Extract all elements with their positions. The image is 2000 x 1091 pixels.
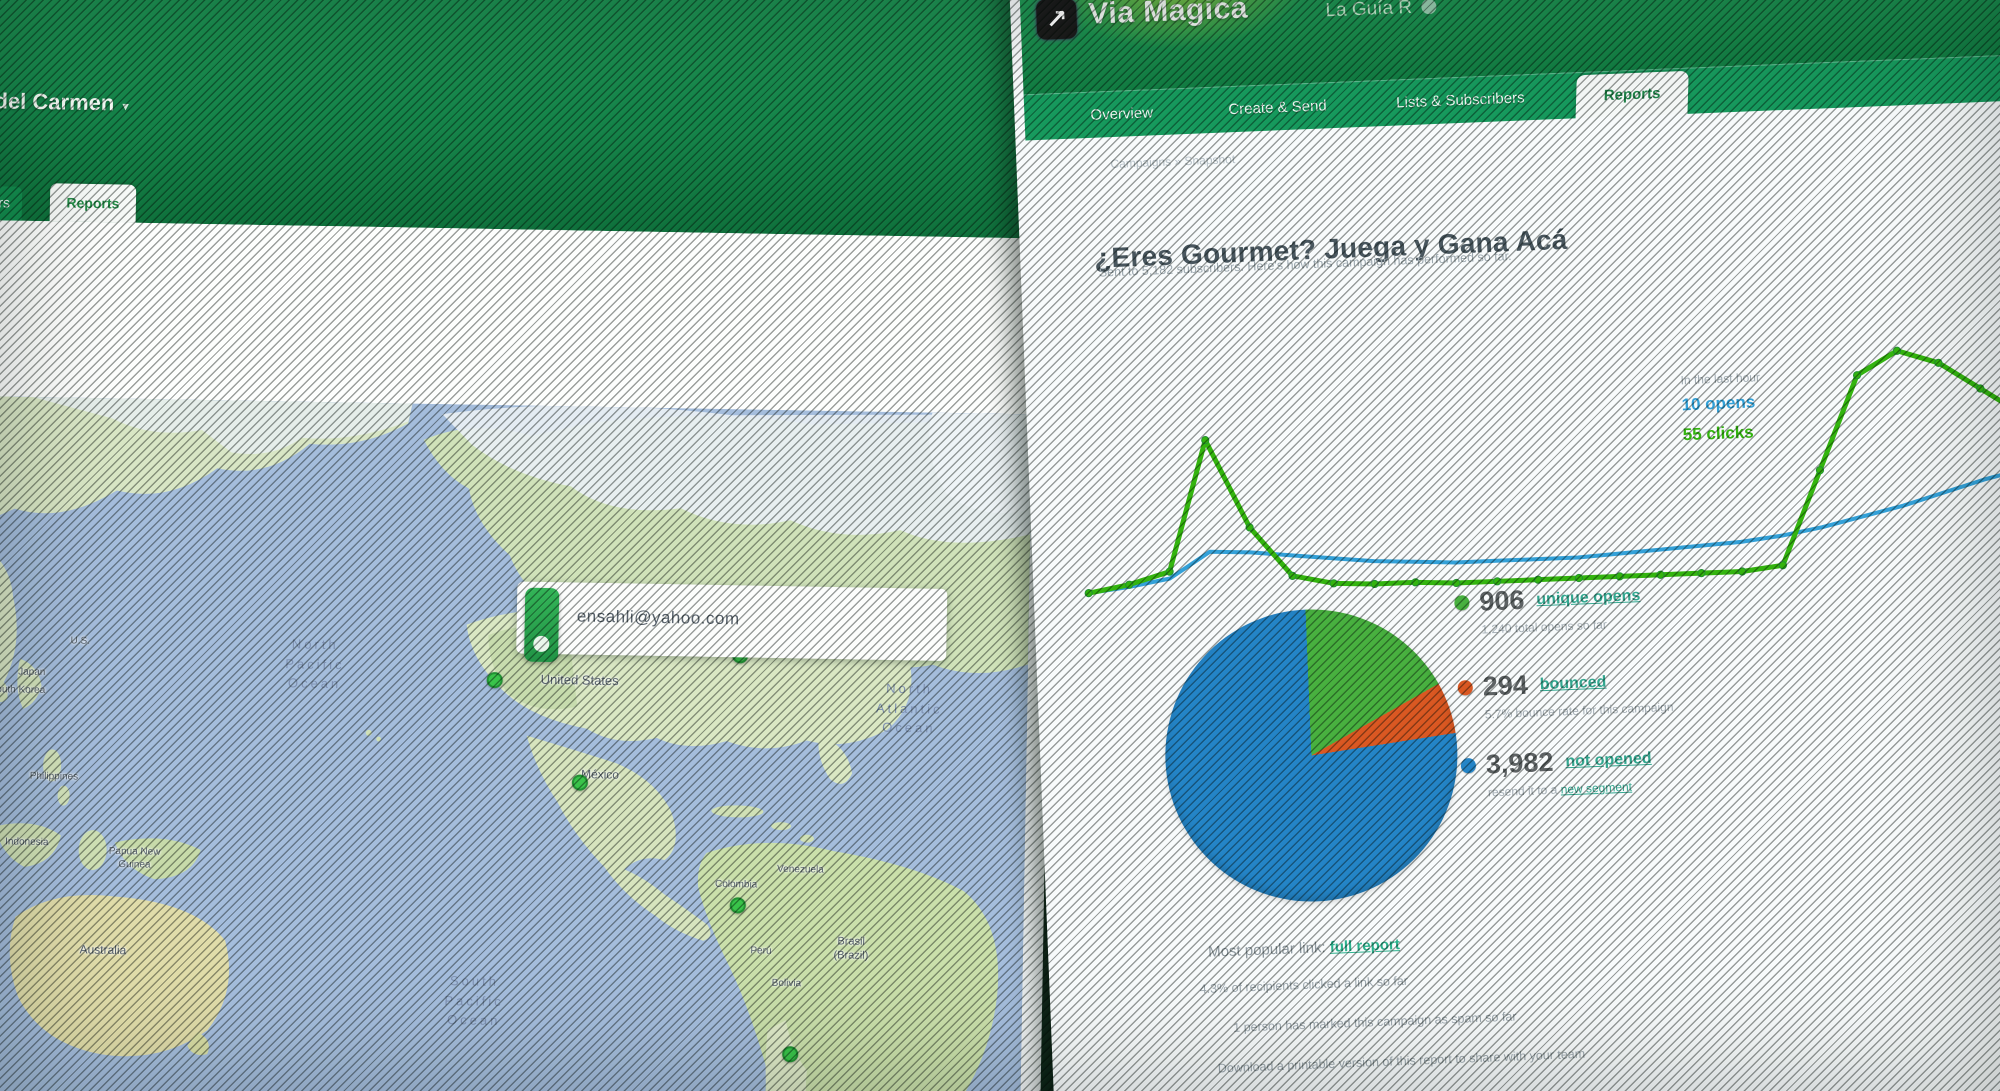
clicks-point[interactable] [1738,567,1747,576]
chevron-down-icon[interactable]: ▾ [122,98,129,114]
clicks-point[interactable] [1892,346,1902,355]
tab-overview[interactable]: Overview [1090,104,1154,124]
tab-reports-active[interactable]: Reports [1575,70,1689,120]
ocean-label: South Pacific Ocean [444,973,504,1028]
most-popular-label: Most popular link: [1207,939,1326,961]
clicks-point[interactable] [1084,589,1093,598]
clicks-point[interactable] [1411,578,1420,587]
place-label: Perú [750,945,772,957]
account-switcher[interactable]: La Guía R [1325,0,1437,22]
map-terrain [0,395,1033,1091]
clicks-point[interactable] [1125,580,1134,589]
footnote: 4.3% of recipients clicked a link so far [1199,973,1409,997]
place-label: Bolivia [771,977,802,990]
stat-bounced: 294 bounced 5.7% bounce rate for this camp… [1457,664,1674,723]
place-label: Colombia [714,878,758,891]
line-chart-canvas [1084,346,2000,598]
clicks-point[interactable] [1815,466,1825,475]
most-popular-link-row: Most popular link: full report [1208,936,1400,961]
clicks-point[interactable] [1452,578,1461,588]
place-label: United States [540,671,619,689]
tab-lists-subscribers[interactable]: Lists & Subscribers [1395,89,1525,112]
stat-unique-opens: 906 unique opens 1,240 total opens so far [1454,580,1642,637]
opens-world-map[interactable]: North Pacific Ocean North Atlantic Ocean S… [0,395,1033,1091]
stat-link[interactable]: unique opens [1536,586,1641,608]
place-label: Indonesia [5,836,49,849]
clicks-point[interactable] [1852,371,1862,380]
stat-not-opened: 3,982 not opened resend it to a new segmen… [1460,743,1653,801]
clicks-point[interactable] [1533,575,1543,584]
clicks-point[interactable] [1165,567,1174,576]
stat-link[interactable]: bounced [1539,673,1607,693]
left-app-header: La Guía del Carmen▾ Lists & Subscribers … [0,0,1060,239]
ocean-label: North Pacific Ocean [285,636,345,692]
clicks-point[interactable] [1697,569,1706,578]
tab-create-send[interactable]: Create & Send [1228,97,1328,119]
campaign-snapshot-window: ↗ Via Magica La Guía R Overview Create & … [1008,0,2000,1091]
clicks-point[interactable] [1245,523,1254,532]
stat-subtext: 5.7% bounce rate for this campaign [1484,699,1674,722]
subscriber-tooltip: ensahli@yahoo.com [516,581,948,663]
footnote: Download a printable version of this rep… [1217,1046,1586,1076]
clicks-point[interactable] [1329,579,1338,588]
stat-dot-icon [1460,757,1477,774]
clicks-point[interactable] [1493,577,1502,586]
opens-clicks-line-chart: In the last hour 10 opens 55 clicks [1064,314,2000,633]
full-report-link[interactable]: full report [1329,936,1401,956]
legend-clicks: 55 clicks [1682,422,1755,445]
stat-subtext: resend it to a new segment [1487,779,1633,800]
legend-heading: In the last hour [1680,370,1761,388]
place-label: Australia [79,942,127,958]
snapshot-page: Campaigns » Snapshot ¿Eres Gourmet? Jueg… [1025,96,2000,1091]
footnote: 1 person has marked this campaign as spa… [1232,1009,1517,1035]
place-label: Venezuela [776,863,824,876]
left-report-window: La Guía del Carmen▾ Lists & Subscribers … [0,0,1060,1091]
map-pin-icon[interactable] [524,587,560,663]
clicks-point[interactable] [1615,572,1624,581]
left-page-blank [0,219,1056,415]
clicks-point[interactable] [1656,570,1665,579]
place-label: Brasil (Brazil) [833,935,869,962]
place-label: Japan [18,666,46,678]
stat-value: 906 [1478,584,1525,617]
clicks-point[interactable] [1370,579,1379,589]
place-label: South Korea [0,684,46,696]
place-label: Papua New Guinea [108,845,161,871]
left-account-name: La Guía del Carmen▾ [0,87,129,116]
account-icon [1420,0,1437,15]
stat-link[interactable]: not opened [1565,749,1652,770]
stat-dot-icon [1454,595,1470,611]
stat-value: 3,982 [1485,746,1554,780]
tab-lists-subscribers-partial[interactable]: Lists & Subscribers [0,183,23,221]
place-label: Philippines [29,770,79,783]
legend-opens: 10 opens [1681,392,1756,415]
clicks-point[interactable] [1574,573,1583,583]
stat-value: 294 [1482,669,1529,702]
subscriber-email[interactable]: ensahli@yahoo.com [576,606,740,629]
stat-dot-icon [1457,679,1474,696]
chart-legend: In the last hour 10 opens 55 clicks [1680,370,1763,455]
stat-subtext: 1,240 total opens so far [1481,617,1608,637]
place-label: U.S. [70,635,91,647]
tab-reports-active[interactable]: Reports [49,183,137,223]
breadcrumb[interactable]: Campaigns » Snapshot [1110,152,1236,172]
clicks-point[interactable] [1934,358,1943,367]
delivery-pie-chart [1159,603,1464,908]
clicks-point[interactable] [1288,571,1297,580]
clicks-line [1086,348,2000,596]
clicks-point[interactable] [1778,561,1787,570]
brand-arrow-icon[interactable]: ↗ [1035,0,1078,40]
clicks-point[interactable] [1201,436,1210,445]
ocean-label: North Atlantic Ocean [875,680,943,736]
sub-link[interactable]: new segment [1560,779,1633,797]
clicks-point[interactable] [1976,384,1985,393]
opens-line [1086,466,2000,596]
